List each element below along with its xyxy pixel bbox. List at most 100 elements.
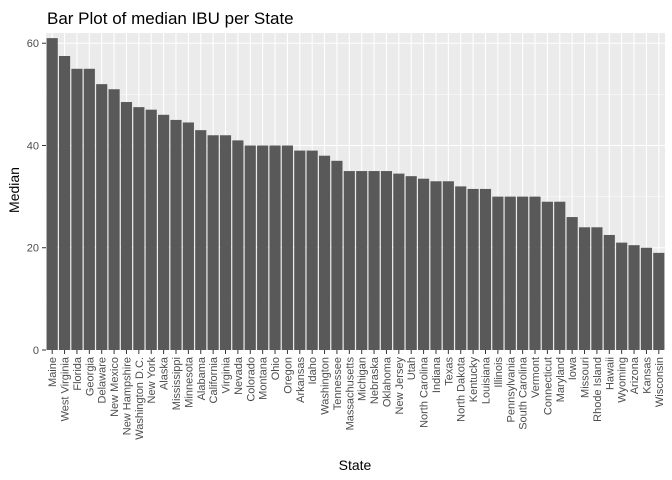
bar-missouri: [578, 227, 591, 350]
x-tick-label: Washington D.C.: [134, 357, 146, 440]
x-tick-label: Connecticut: [542, 357, 554, 415]
bar-wisconsin: [653, 252, 665, 350]
x-tick-label: Virginia: [221, 356, 233, 393]
x-tick-label: Vermont: [530, 357, 542, 398]
bar-nebraska: [368, 171, 380, 350]
bar-michigan: [356, 171, 368, 350]
bar-new-hampshire: [120, 102, 133, 350]
bar-new-york: [145, 109, 157, 351]
x-tick-label: South Carolina: [518, 356, 530, 430]
bar-alabama: [195, 130, 207, 350]
bar-vermont: [529, 196, 541, 350]
x-tick-label: Tennessee: [332, 357, 344, 410]
x-tick-label: Minnesota: [183, 356, 195, 408]
x-tick-label: Maine: [47, 357, 59, 387]
y-axis-title: Median: [6, 167, 22, 213]
bar-indiana: [430, 181, 442, 350]
bar-georgia: [83, 68, 95, 351]
bar-alaska: [158, 114, 170, 350]
x-tick-label: West Virginia: [60, 356, 72, 421]
bar-connecticut: [541, 201, 553, 350]
bars-group: [46, 38, 665, 351]
bar-arkansas: [294, 150, 306, 350]
bar-montana: [257, 145, 269, 350]
bar-virginia: [219, 135, 232, 350]
x-tick-label: Delaware: [97, 357, 109, 403]
bar-north-dakota: [455, 186, 467, 350]
bar-utah: [405, 176, 417, 350]
bar-maine: [46, 38, 58, 350]
y-tick-label: 60: [27, 38, 39, 50]
bar-wyoming: [616, 242, 628, 350]
bar-kentucky: [467, 188, 479, 350]
bar-mississippi: [170, 119, 182, 350]
x-tick-label: Oklahoma: [381, 356, 393, 407]
bar-louisiana: [479, 188, 492, 350]
x-tick-label: Utah: [406, 357, 418, 380]
x-tick-label: Arizona: [629, 356, 641, 394]
x-tick-label: Illinois: [493, 357, 505, 388]
x-tick-label: Texas: [443, 357, 455, 386]
bar-tennessee: [331, 160, 343, 350]
x-tick-label: Nevada: [233, 356, 245, 395]
x-tick-label: Kansas: [641, 357, 653, 394]
bar-oregon: [281, 145, 293, 350]
bar-kansas: [640, 247, 653, 350]
x-tick-label: New Mexico: [109, 357, 121, 417]
chart-title: Bar Plot of median IBU per State: [47, 9, 294, 28]
x-tick-label: New York: [146, 357, 158, 404]
x-tick-label: Kentucky: [468, 357, 480, 403]
bar-rhode-island: [591, 227, 603, 350]
bar-illinois: [492, 196, 504, 350]
x-tick-label: Wisconsin: [654, 357, 666, 407]
bar-delaware: [96, 84, 108, 351]
x-tick-label: Pennsylvania: [505, 356, 517, 422]
x-tick-label: Nebraska: [369, 356, 381, 404]
bar-north-carolina: [418, 178, 430, 350]
bar-new-mexico: [108, 89, 120, 350]
bar-ohio: [269, 145, 281, 350]
bar-washington-d-c: [133, 107, 145, 350]
bar-massachusetts: [343, 171, 355, 350]
bar-california: [207, 135, 219, 350]
x-tick-label: New Jersey: [394, 357, 406, 415]
x-tick-label: Iowa: [567, 356, 579, 380]
x-tick-label: California: [208, 356, 220, 403]
x-tick-label: New Hampshire: [121, 357, 133, 435]
y-tick-label: 20: [27, 243, 39, 255]
x-tick-label: Montana: [258, 356, 270, 400]
bar-maryland: [554, 201, 566, 350]
x-axis-title: State: [339, 457, 372, 473]
bar-arizona: [628, 245, 640, 350]
bar-west-virginia: [58, 56, 71, 351]
y-tick-label: 0: [33, 345, 39, 357]
x-tick-label: North Carolina: [419, 356, 431, 428]
x-tick-label: Idaho: [307, 357, 319, 385]
bar-iowa: [566, 217, 578, 350]
bar-new-jersey: [393, 173, 405, 350]
x-tick-label: Wyoming: [617, 357, 629, 403]
x-tick-label: Oregon: [282, 357, 294, 394]
bar-texas: [442, 181, 454, 350]
bar-nevada: [232, 140, 244, 350]
x-tick-label: Florida: [72, 356, 84, 391]
x-tick-label: Alabama: [196, 356, 208, 400]
bar-minnesota: [182, 122, 194, 351]
bar-pennsylvania: [504, 196, 516, 350]
x-tick-label: Arkansas: [295, 357, 307, 403]
x-tick-label: Maryland: [555, 357, 567, 402]
x-tick-label: Indiana: [431, 356, 443, 393]
x-tick-label: Missouri: [580, 357, 592, 398]
x-tick-label: Louisiana: [480, 356, 492, 404]
bar-colorado: [244, 145, 256, 350]
x-tick-label: Hawaii: [604, 357, 616, 390]
bar-south-carolina: [517, 196, 529, 350]
x-tick-label: Michigan: [357, 357, 369, 401]
x-tick-label: Colorado: [245, 357, 257, 402]
bar-hawaii: [603, 234, 615, 350]
y-tick-label: 40: [27, 140, 39, 152]
x-tick-label: North Dakota: [456, 356, 468, 422]
x-tick-label: Alaska: [159, 356, 171, 390]
x-tick-label: Georgia: [84, 356, 96, 396]
